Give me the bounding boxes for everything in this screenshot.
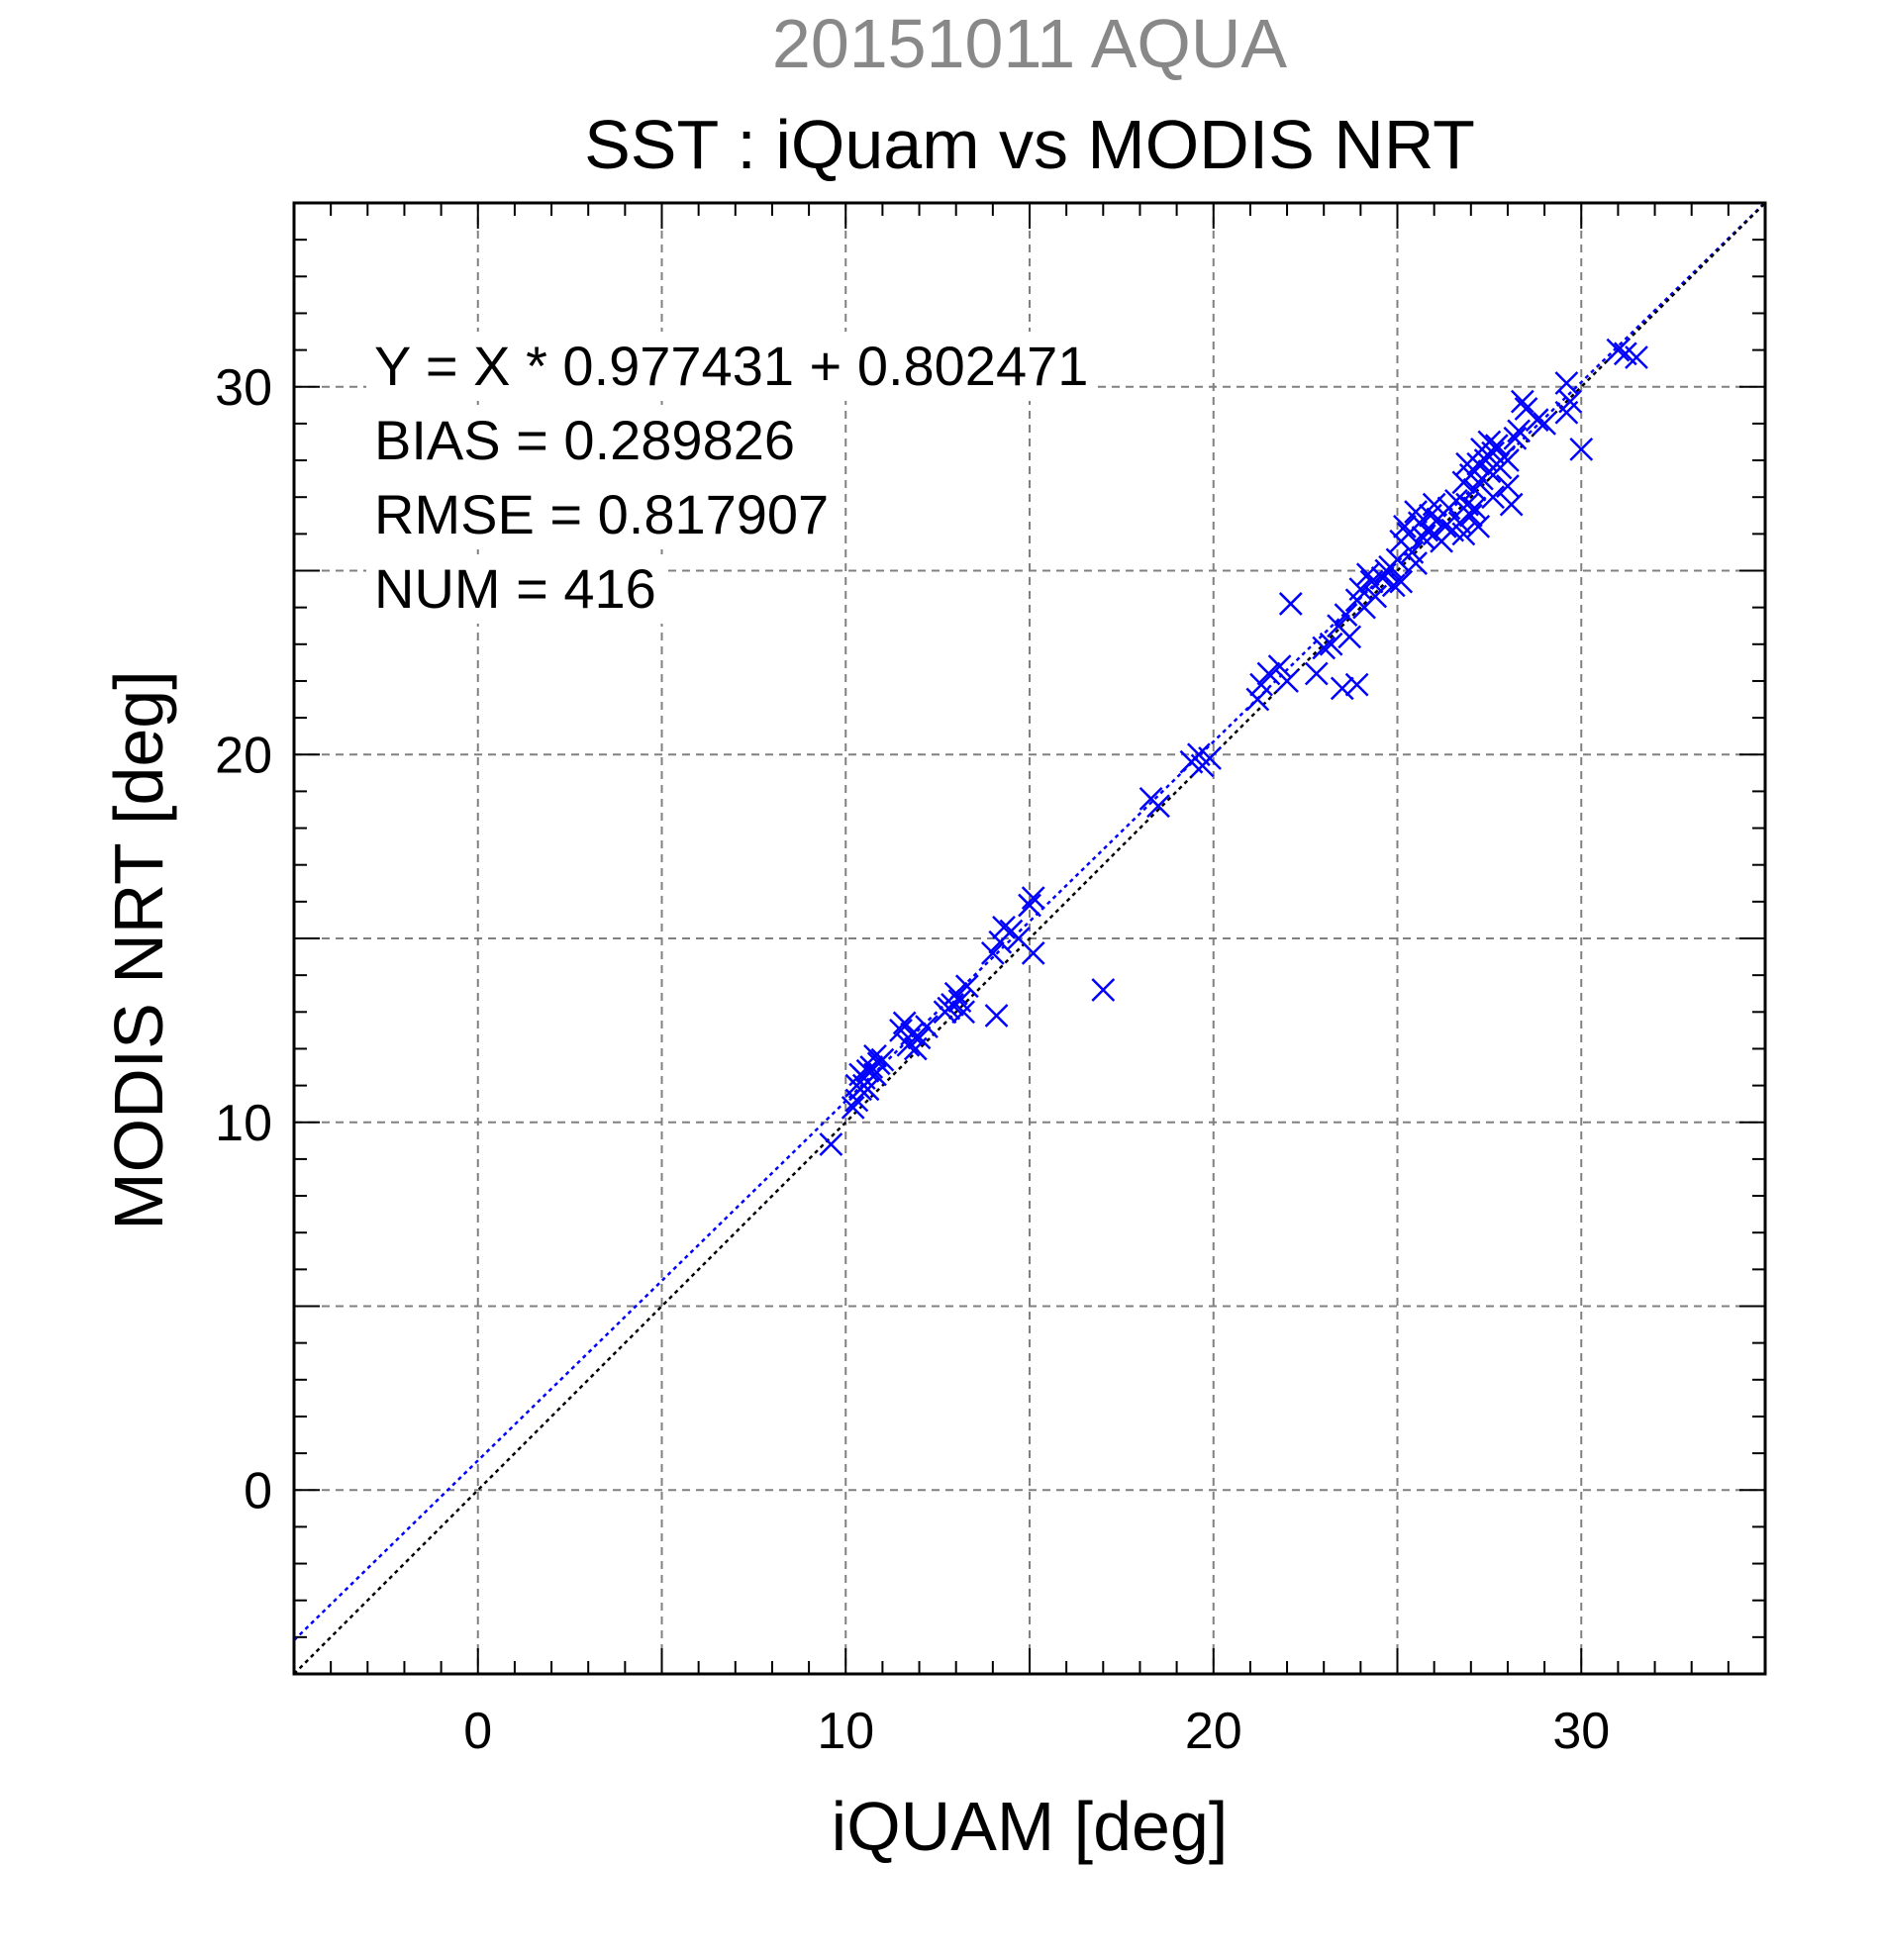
data-point — [980, 940, 1005, 965]
chart-title: SST : iQuam vs MODIS NRT — [584, 106, 1475, 183]
regression-equation: Y = X * 0.977431 + 0.802471 — [366, 332, 1097, 401]
data-point — [1503, 426, 1528, 450]
data-point — [1499, 492, 1524, 517]
data-point — [1018, 893, 1041, 918]
data-point — [903, 1036, 928, 1061]
data-point — [1507, 419, 1531, 443]
data-point — [844, 1073, 869, 1098]
data-point — [1433, 515, 1457, 539]
data-point — [1510, 389, 1534, 414]
data-point — [1334, 603, 1358, 627]
y-tick-label: 30 — [215, 359, 272, 417]
axis-ticks — [294, 203, 1765, 1674]
rmse-stat: RMSE = 0.817907 — [366, 480, 838, 549]
tick-labels: 0 10 20 30 0 10 20 30 — [215, 359, 1610, 1760]
data-point — [1569, 438, 1594, 461]
data-point — [819, 1132, 843, 1156]
data-point — [1496, 474, 1520, 498]
data-point — [1198, 746, 1222, 770]
data-point — [1249, 672, 1273, 697]
data-point — [992, 915, 1016, 939]
data-point — [1625, 345, 1648, 369]
data-point — [1466, 451, 1491, 476]
data-point — [1484, 434, 1509, 458]
y-tick-label: 0 — [244, 1462, 272, 1519]
data-point — [937, 996, 961, 1021]
bias-stat: BIAS = 0.289826 — [366, 406, 804, 475]
data-point — [1363, 584, 1388, 609]
data-point — [1355, 562, 1380, 587]
data-point — [863, 1043, 887, 1068]
data-point — [1389, 569, 1414, 594]
x-axis-label: iQUAM [deg] — [831, 1788, 1229, 1865]
data-point — [889, 1018, 913, 1042]
data-point — [1091, 978, 1116, 1002]
plot-frame — [292, 201, 1767, 1676]
data-point — [1267, 654, 1292, 678]
data-point — [1278, 592, 1303, 616]
data-point — [915, 1015, 939, 1039]
data-point — [984, 1004, 1009, 1028]
data-point — [943, 981, 968, 1006]
data-point — [954, 974, 979, 999]
data-point — [870, 1047, 895, 1072]
data-point — [1256, 661, 1281, 686]
data-point — [1606, 338, 1631, 362]
data-point — [1344, 672, 1369, 697]
identity-line — [294, 203, 1765, 1674]
data-point — [863, 1062, 887, 1087]
data-point — [1245, 687, 1270, 712]
x-tick-label: 30 — [1552, 1703, 1610, 1760]
x-tick-label: 0 — [463, 1703, 492, 1760]
data-point — [1533, 412, 1556, 436]
data-point — [1404, 551, 1428, 575]
data-point — [1370, 566, 1395, 590]
data-point — [1378, 554, 1402, 579]
data-point — [951, 1000, 976, 1025]
data-point — [1330, 676, 1354, 701]
y-tick-label: 10 — [215, 1095, 272, 1152]
data-point — [1021, 940, 1045, 965]
y-tick-label: 20 — [215, 727, 272, 784]
y-axis-label: MODIS NRT [deg] — [100, 670, 177, 1230]
data-point — [1146, 794, 1170, 819]
data-point — [1404, 500, 1428, 524]
data-point — [1451, 522, 1476, 546]
data-point — [1466, 515, 1491, 539]
data-point — [841, 1096, 865, 1120]
data-point — [1462, 496, 1487, 521]
x-tick-label: 20 — [1185, 1703, 1242, 1760]
data-point — [1312, 636, 1336, 660]
num-stat: NUM = 416 — [366, 554, 664, 624]
data-point — [1381, 573, 1406, 598]
data-points — [819, 338, 1648, 1156]
data-point — [1319, 632, 1343, 656]
data-point — [1496, 448, 1520, 472]
data-point — [1458, 503, 1483, 528]
data-point — [1554, 371, 1579, 395]
data-point — [1422, 492, 1446, 517]
data-point — [1021, 886, 1045, 911]
data-point — [1348, 577, 1373, 601]
chart-subtitle: 20151011 AQUA — [771, 5, 1288, 82]
data-point — [1525, 408, 1549, 433]
data-point — [1477, 430, 1502, 454]
data-point — [1337, 625, 1362, 649]
x-tick-label: 10 — [817, 1703, 874, 1760]
data-point — [1481, 485, 1505, 510]
data-point — [1554, 400, 1579, 425]
data-point — [1393, 515, 1417, 539]
data-point — [1275, 669, 1299, 693]
data-point — [1304, 661, 1329, 686]
data-point — [1462, 477, 1487, 502]
